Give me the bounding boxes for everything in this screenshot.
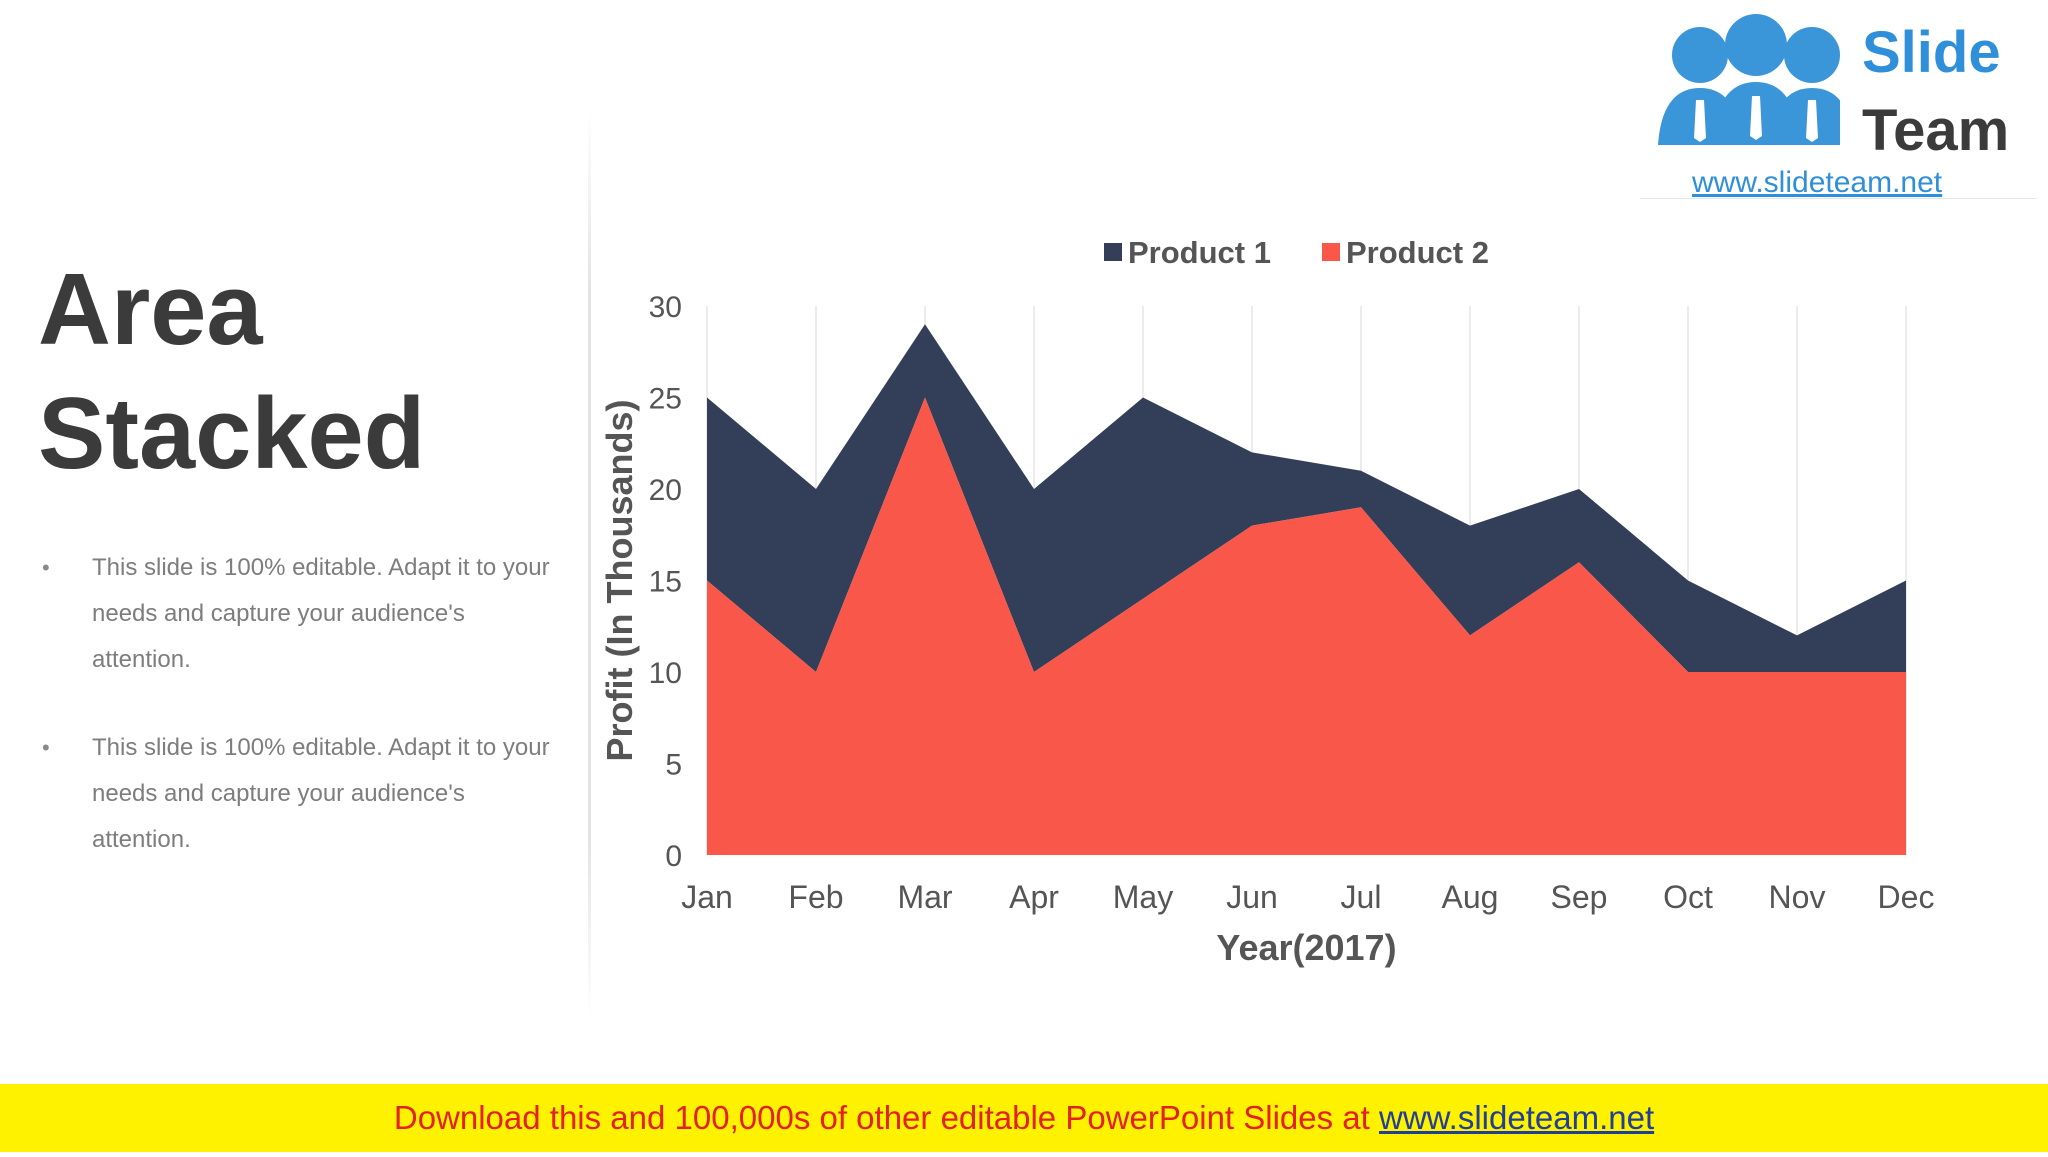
- x-tick-label: Dec: [1878, 879, 1935, 915]
- y-tick-label: 5: [665, 749, 682, 782]
- y-tick-label: 20: [649, 474, 682, 507]
- legend-swatch-product-2: [1322, 243, 1340, 261]
- x-axis-ticks: Jan Feb Mar Apr May Jun Jul Aug Sep Oct Nov Dec: [681, 879, 1934, 915]
- legend-label-product-1: Product 1: [1128, 235, 1271, 270]
- legend-label-product-2: Product 2: [1346, 235, 1489, 270]
- bullet-text: This slide is 100% editable. Adapt it to…: [92, 734, 550, 853]
- y-tick-label: 15: [649, 566, 682, 599]
- vertical-divider: [588, 110, 591, 1020]
- x-tick-label: Apr: [1009, 879, 1059, 915]
- chart-areas: [707, 324, 1906, 855]
- logo-word-slide: Slide: [1862, 20, 2001, 85]
- x-tick-label: Oct: [1663, 879, 1713, 915]
- x-tick-label: Feb: [788, 879, 843, 915]
- bullet-dot-icon: •: [42, 555, 50, 580]
- legend-swatch-product-1: [1104, 243, 1122, 261]
- x-tick-label: Mar: [897, 879, 952, 915]
- slide-title-line1: Area: [38, 254, 263, 366]
- slideteam-logo: Slide Team www.slideteam.net: [1640, 0, 2037, 199]
- download-banner-message: Download this and 100,000s of other edit…: [393, 1099, 1379, 1136]
- area-series-product-1: [707, 324, 1906, 672]
- x-axis-title: Year(2017): [1216, 927, 1396, 968]
- x-tick-label: Aug: [1442, 879, 1499, 915]
- x-tick-label: May: [1113, 879, 1173, 915]
- y-axis-title: Profit (In Thousands): [599, 400, 640, 762]
- bullet-item: • This slide is 100% editable. Adapt it …: [40, 725, 560, 863]
- download-banner: Download this and 100,000s of other edit…: [0, 1084, 2048, 1152]
- x-tick-label: Jul: [1341, 879, 1382, 915]
- x-tick-label: Nov: [1769, 879, 1826, 915]
- bullet-text: This slide is 100% editable. Adapt it to…: [92, 554, 550, 673]
- bullet-list: • This slide is 100% editable. Adapt it …: [40, 545, 560, 905]
- y-axis-ticks: 0 5 10 15 20 25 30: [649, 291, 682, 873]
- y-tick-label: 30: [649, 291, 682, 324]
- x-tick-label: Sep: [1551, 879, 1608, 915]
- slide-title: Area Stacked: [38, 248, 558, 496]
- area-series-product-2: [707, 397, 1906, 855]
- people-logo-icon: [1658, 14, 1840, 145]
- bullet-dot-icon: •: [42, 735, 50, 760]
- y-tick-label: 10: [649, 657, 682, 690]
- download-banner-text: Download this and 100,000s of other edit…: [0, 1084, 2048, 1152]
- y-tick-label: 25: [649, 383, 682, 416]
- y-tick-label: 0: [665, 840, 682, 873]
- chart-legend: Product 1 Product 2: [1104, 235, 1489, 270]
- logo-url-link[interactable]: www.slideteam.net: [1692, 166, 1943, 199]
- x-tick-label: Jun: [1226, 879, 1278, 915]
- download-banner-link[interactable]: www.slideteam.net: [1379, 1099, 1655, 1136]
- slide-title-line2: Stacked: [38, 378, 426, 490]
- logo-word-team: Team: [1862, 98, 2010, 163]
- bullet-item: • This slide is 100% editable. Adapt it …: [40, 545, 560, 683]
- x-tick-label: Jan: [681, 879, 733, 915]
